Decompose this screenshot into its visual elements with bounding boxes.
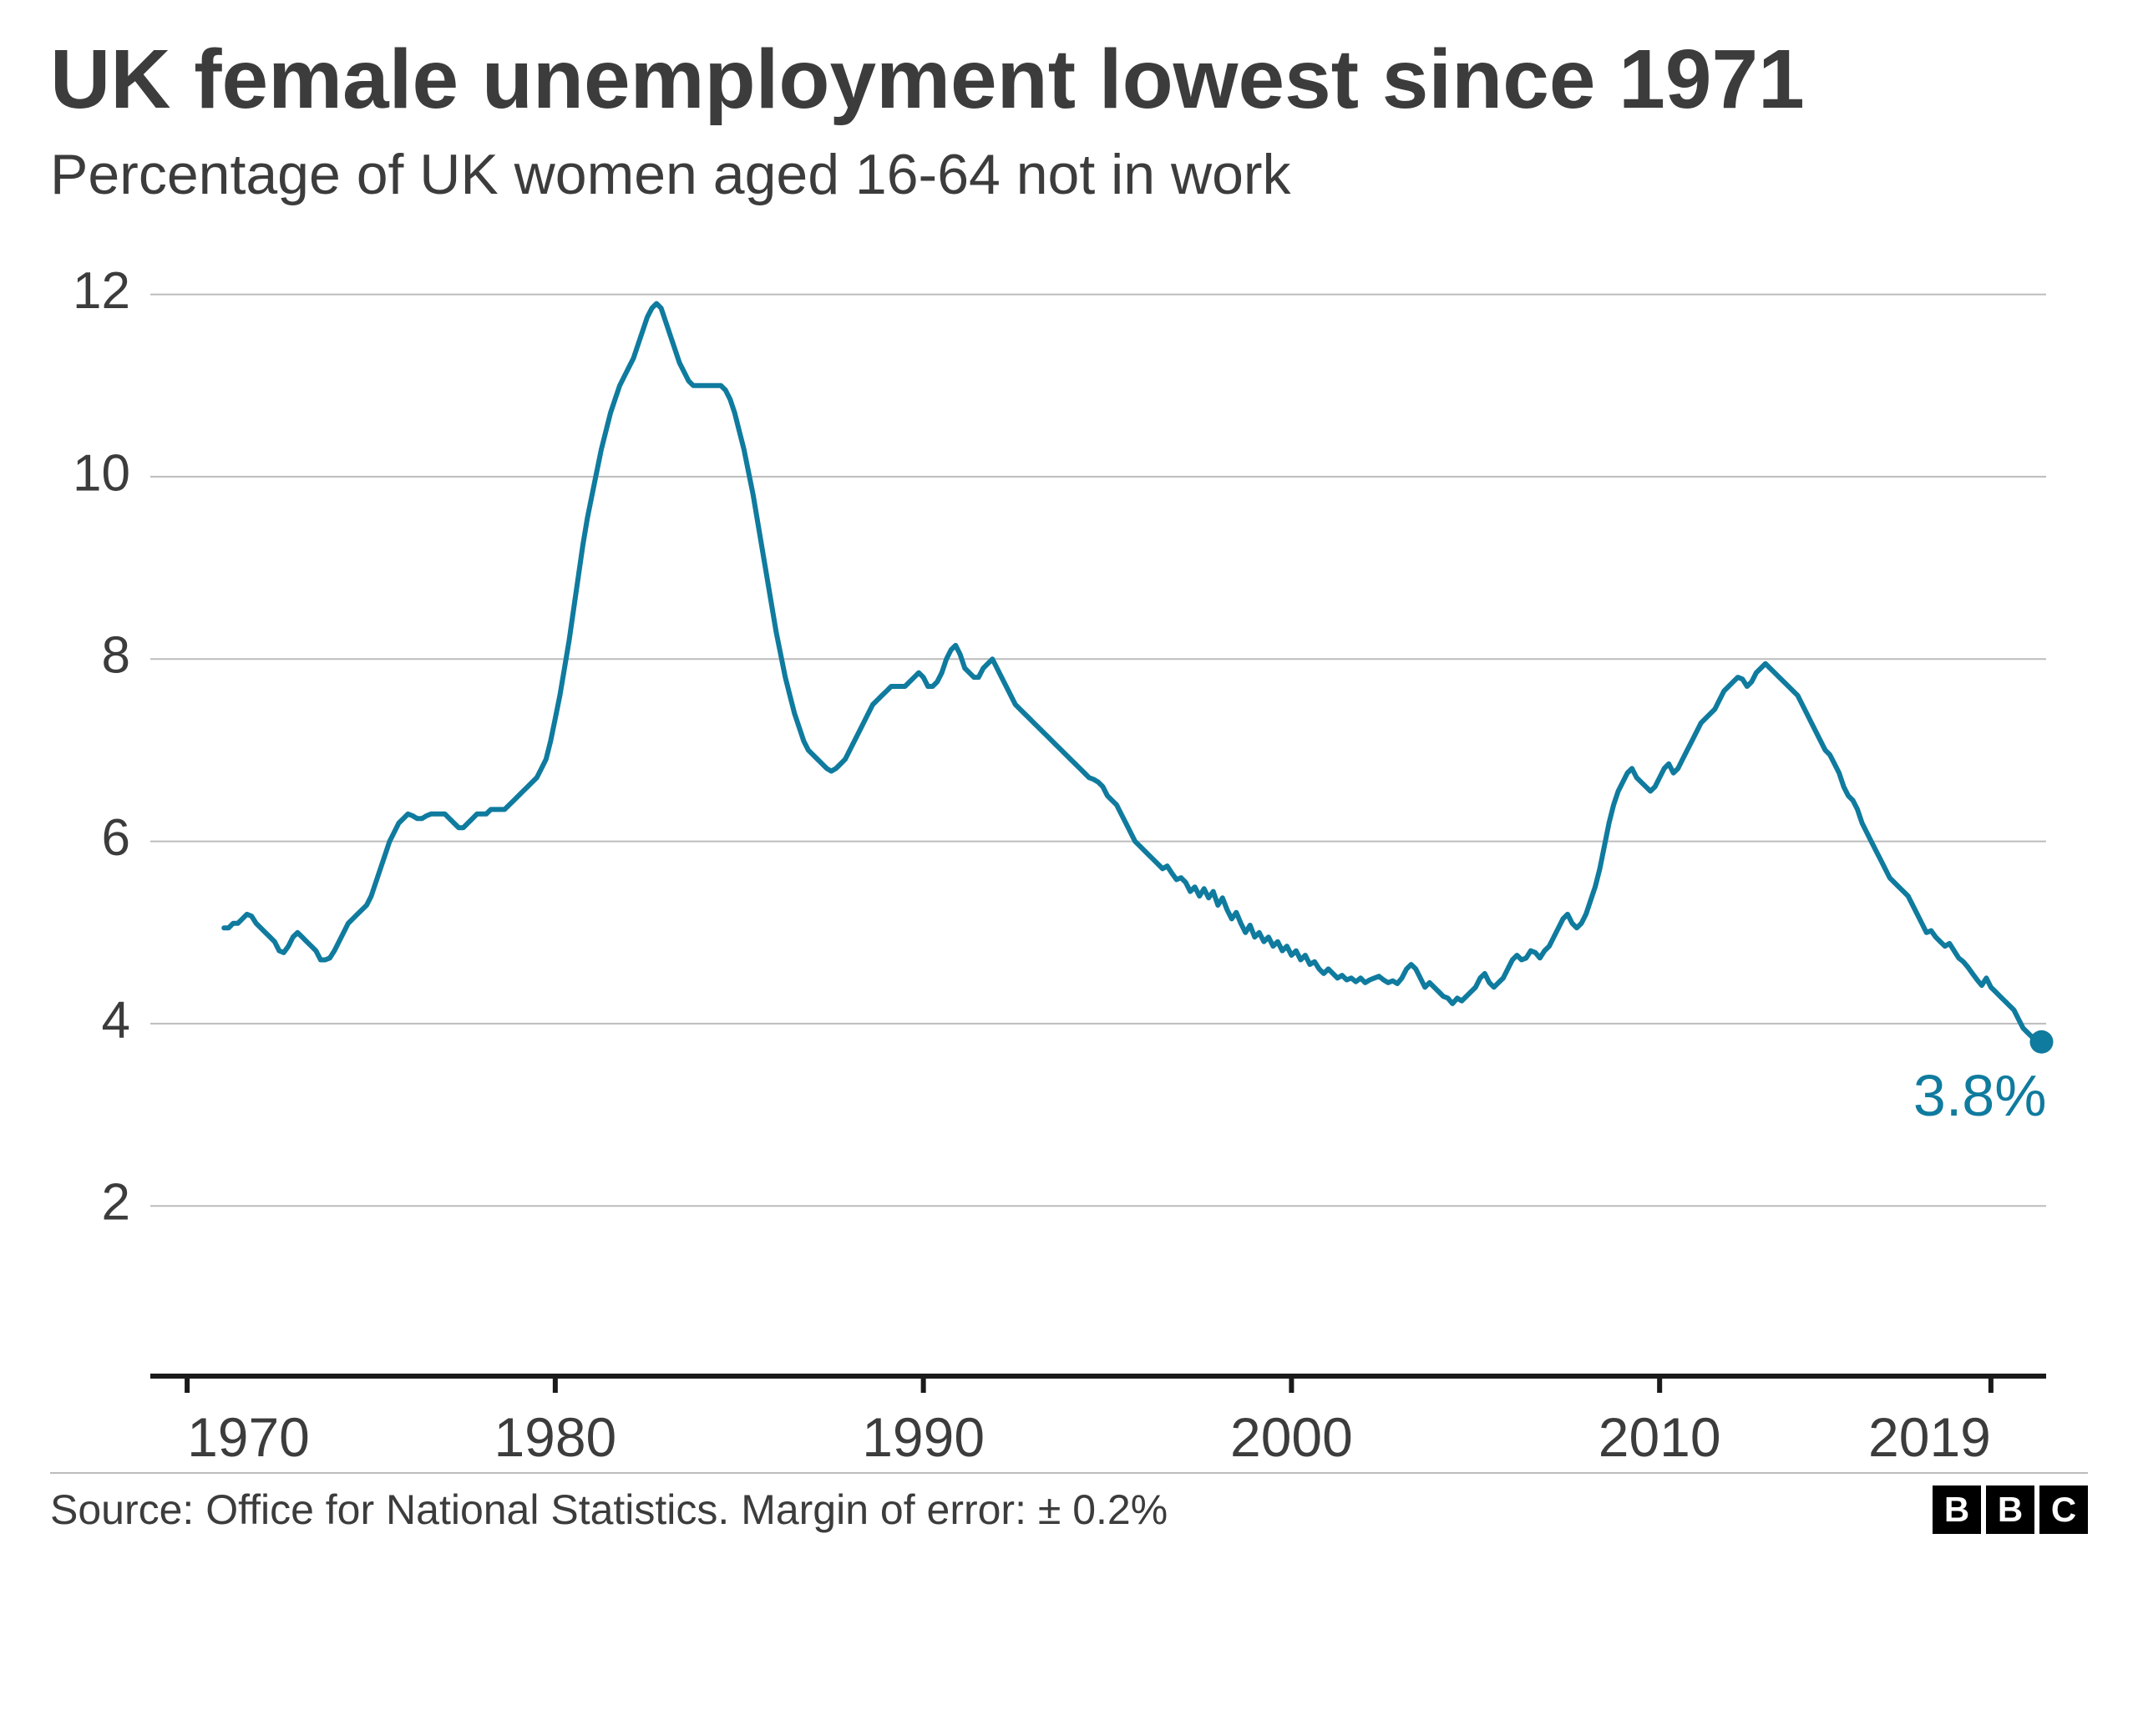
x-tick-label: 1980 xyxy=(494,1406,616,1468)
x-tick-label: 2010 xyxy=(1598,1406,1721,1468)
y-tick-label: 10 xyxy=(73,444,130,502)
end-marker xyxy=(2029,1030,2053,1054)
y-tick-label: 4 xyxy=(102,991,130,1049)
bbc-logo-letter-3: C xyxy=(2039,1485,2088,1534)
line-chart-svg: 2 4 6 8 10 12 1970 1980 1990 2000 2010 2019 3.8% xyxy=(50,240,2054,1468)
x-tick-label: 2000 xyxy=(1230,1406,1353,1468)
source-text: Source: Office for National Statistics. … xyxy=(50,1485,1168,1534)
bbc-logo-letter-2: B xyxy=(1986,1485,2034,1534)
y-tick-label: 6 xyxy=(102,809,130,867)
x-tick-label: 1970 xyxy=(187,1406,310,1468)
x-tick-label: 2019 xyxy=(1868,1406,1991,1468)
chart-title: UK female unemployment lowest since 1971 xyxy=(50,33,2088,125)
chart-subtitle: Percentage of UK women aged 16-64 not in… xyxy=(50,142,2088,207)
x-tick-label: 1990 xyxy=(862,1406,985,1468)
chart-plot-area: 2 4 6 8 10 12 1970 1980 1990 2000 2010 2019 3.8% xyxy=(50,240,2088,1472)
y-tick-label: 12 xyxy=(73,262,130,320)
chart-footer: Source: Office for National Statistics. … xyxy=(50,1472,2088,1534)
bbc-logo-letter-1: B xyxy=(1933,1485,1981,1534)
bbc-logo: B B C xyxy=(1933,1485,2088,1534)
chart-card: UK female unemployment lowest since 1971… xyxy=(0,0,2138,1736)
end-value-label: 3.8% xyxy=(1913,1063,2047,1128)
y-tick-label: 8 xyxy=(102,627,130,685)
data-line xyxy=(224,304,2041,1042)
y-tick-label: 2 xyxy=(102,1174,130,1232)
